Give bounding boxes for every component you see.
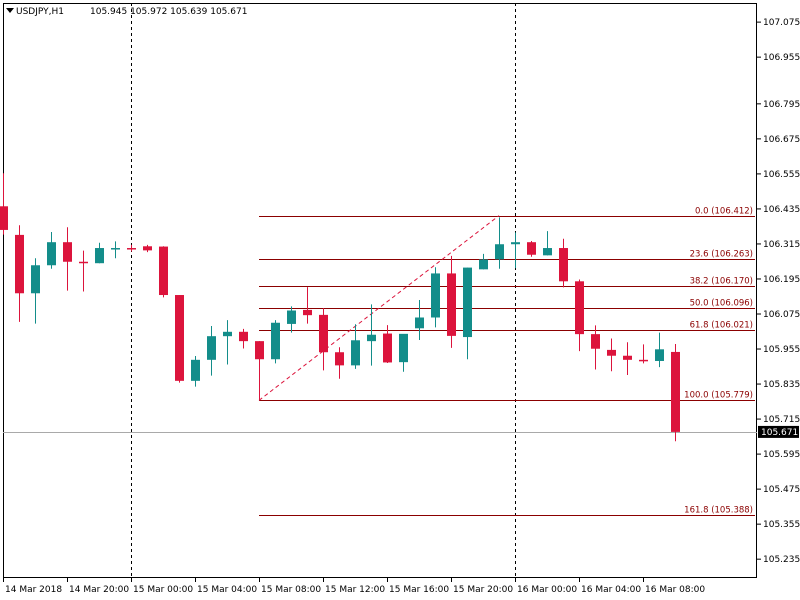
x-tick-label: 15 Mar 04:00 bbox=[197, 585, 257, 595]
bullish-candle[interactable] bbox=[95, 248, 104, 264]
y-tick-label: 106.435 bbox=[763, 205, 800, 215]
bullish-candle[interactable] bbox=[191, 359, 200, 381]
bearish-candle[interactable] bbox=[127, 248, 136, 250]
bearish-candle[interactable] bbox=[559, 248, 568, 282]
current-price-label: 105.671 bbox=[761, 428, 798, 438]
bullish-candle[interactable] bbox=[367, 334, 376, 342]
bullish-candle[interactable] bbox=[511, 242, 520, 245]
bearish-candle[interactable] bbox=[607, 349, 616, 356]
bearish-candle[interactable] bbox=[639, 359, 648, 362]
x-tick-label: 15 Mar 00:00 bbox=[133, 585, 193, 595]
fib-level-label: 0.0 (106.412) bbox=[695, 207, 753, 217]
bearish-candle[interactable] bbox=[159, 246, 168, 296]
x-tick-label: 16 Mar 08:00 bbox=[645, 585, 705, 595]
fib-level-label: 38.2 (106.170) bbox=[690, 277, 753, 287]
y-axis: 107.075 106.955 106.795 106.675 106.555 106.4… bbox=[757, 18, 800, 565]
fib-level-label: 50.0 (106.096) bbox=[690, 299, 753, 309]
symbol-label: USDJPY,H1 bbox=[16, 7, 64, 17]
bullish-candle[interactable] bbox=[47, 242, 56, 266]
x-tick-label: 15 Mar 12:00 bbox=[325, 585, 385, 595]
fib-level-label: 23.6 (106.263) bbox=[690, 250, 753, 260]
fib-level-label: 61.8 (106.021) bbox=[690, 321, 753, 331]
bearish-candle[interactable] bbox=[79, 261, 88, 264]
bullish-candle[interactable] bbox=[543, 248, 552, 256]
current-price-tag bbox=[758, 425, 799, 438]
ohlc-values: 105.945 105.972 105.639 105.671 bbox=[90, 7, 247, 17]
bearish-candle[interactable] bbox=[303, 309, 312, 316]
chart-header: USDJPY,H1 105.945 105.972 105.639 105.67… bbox=[6, 7, 247, 17]
bearish-candle[interactable] bbox=[15, 234, 24, 294]
y-tick-label: 106.315 bbox=[763, 240, 800, 250]
x-tick-label: 15 Mar 20:00 bbox=[453, 585, 513, 595]
bullish-candle[interactable] bbox=[287, 310, 296, 324]
fib-level-label: 100.0 (105.779) bbox=[684, 391, 753, 401]
bullish-candle[interactable] bbox=[207, 336, 216, 360]
bearish-candle[interactable] bbox=[319, 314, 328, 353]
bullish-candle[interactable] bbox=[479, 259, 488, 270]
bearish-candle[interactable] bbox=[143, 246, 152, 251]
bearish-candle[interactable] bbox=[239, 331, 248, 342]
candles[interactable] bbox=[0, 173, 680, 442]
y-tick-label: 105.715 bbox=[763, 415, 800, 425]
bearish-candle[interactable] bbox=[0, 206, 8, 230]
y-tick-label: 105.955 bbox=[763, 345, 800, 355]
y-tick-label: 106.555 bbox=[763, 170, 800, 180]
bearish-candle[interactable] bbox=[335, 352, 344, 366]
fib-level-label: 161.8 (105.388) bbox=[684, 506, 753, 516]
x-tick-label: 14 Mar 20:00 bbox=[69, 585, 129, 595]
plot-frame bbox=[3, 3, 757, 578]
bearish-candle[interactable] bbox=[671, 351, 680, 432]
dropdown-triangle-icon[interactable] bbox=[6, 8, 14, 13]
bullish-candle[interactable] bbox=[399, 333, 408, 363]
fib-trendline[interactable] bbox=[258, 215, 500, 401]
bearish-candle[interactable] bbox=[383, 333, 392, 363]
bullish-candle[interactable] bbox=[223, 331, 232, 337]
bearish-candle[interactable] bbox=[527, 242, 536, 255]
x-tick-label: 14 Mar 2018 bbox=[5, 585, 62, 595]
bearish-candle[interactable] bbox=[175, 295, 184, 381]
y-tick-label: 106.195 bbox=[763, 275, 800, 285]
bullish-candle[interactable] bbox=[351, 340, 360, 366]
x-tick-label: 16 Mar 00:00 bbox=[517, 585, 577, 595]
y-tick-label: 105.475 bbox=[763, 485, 800, 495]
bearish-candle[interactable] bbox=[63, 242, 72, 262]
y-tick-label: 106.675 bbox=[763, 135, 800, 145]
bearish-candle[interactable] bbox=[623, 355, 632, 360]
x-axis: 14 Mar 2018 14 Mar 20:00 15 Mar 00:00 15 Ma… bbox=[3, 578, 705, 595]
bullish-candle[interactable] bbox=[495, 244, 504, 260]
bearish-candle[interactable] bbox=[591, 334, 600, 349]
bullish-candle[interactable] bbox=[463, 267, 472, 338]
x-tick-label: 16 Mar 04:00 bbox=[581, 585, 641, 595]
y-tick-label: 105.595 bbox=[763, 450, 800, 460]
x-tick-label: 15 Mar 16:00 bbox=[389, 585, 449, 595]
bearish-candle[interactable] bbox=[447, 273, 456, 336]
bullish-candle[interactable] bbox=[31, 265, 40, 294]
bearish-candle[interactable] bbox=[255, 341, 264, 360]
bullish-candle[interactable] bbox=[415, 317, 424, 329]
x-tick-label: 15 Mar 08:00 bbox=[261, 585, 321, 595]
bearish-candle[interactable] bbox=[575, 281, 584, 335]
y-tick-label: 105.355 bbox=[763, 520, 800, 530]
bullish-candle[interactable] bbox=[111, 248, 120, 250]
y-tick-label: 106.075 bbox=[763, 310, 800, 320]
y-tick-label: 105.835 bbox=[763, 380, 800, 390]
y-tick-label: 107.075 bbox=[763, 18, 800, 28]
y-tick-label: 105.235 bbox=[763, 555, 800, 565]
bullish-candle[interactable] bbox=[431, 273, 440, 318]
bullish-candle[interactable] bbox=[271, 322, 280, 360]
y-tick-label: 106.795 bbox=[763, 100, 800, 110]
bullish-candle[interactable] bbox=[655, 349, 664, 361]
y-tick-label: 106.955 bbox=[763, 53, 800, 63]
